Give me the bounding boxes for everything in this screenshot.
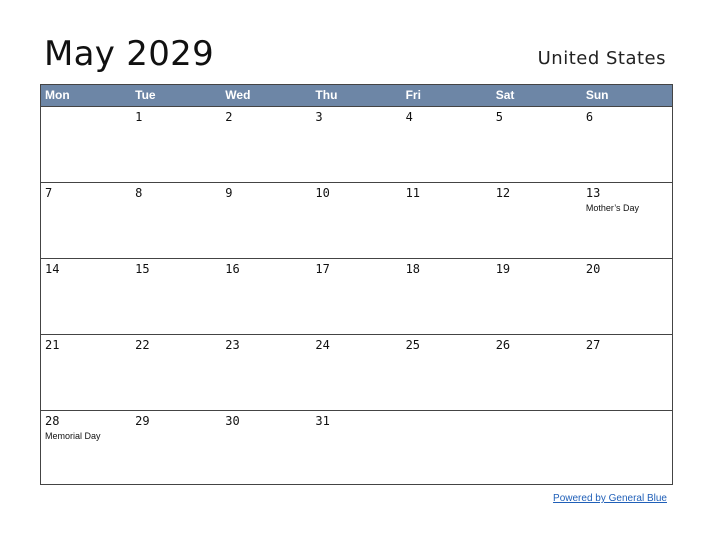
day-number: 27 [585, 338, 601, 352]
day-cell: 26 [492, 335, 582, 410]
day-cell [492, 411, 582, 486]
day-cell: 12 [492, 183, 582, 258]
day-number: 31 [315, 414, 330, 428]
day-cell: 9 [221, 183, 311, 258]
weekday-mon: Mon [45, 88, 70, 102]
day-cell: 23 [221, 335, 311, 410]
country-label: United States [537, 48, 666, 69]
day-cell: 17 [311, 259, 401, 334]
day-number: 1 [135, 110, 143, 124]
day-number: 18 [405, 262, 421, 276]
day-number: 23 [225, 338, 240, 352]
day-cell: 27 [582, 335, 672, 410]
day-number: 9 [225, 186, 233, 200]
day-number: 3 [315, 110, 323, 124]
weekday-tue: Tue [135, 88, 156, 102]
day-cell: 4 [402, 107, 492, 182]
weekday-sat: Sat [495, 88, 515, 102]
day-number: 19 [495, 262, 511, 276]
day-number: 21 [45, 338, 60, 352]
day-cell: 18 [402, 259, 492, 334]
weekday-header-row: Mon Tue Wed Thu Fri Sat Sun [41, 85, 672, 107]
day-cell: 11 [402, 183, 492, 258]
day-cell [582, 411, 672, 486]
day-number: 6 [585, 110, 594, 124]
day-cell: 1 [131, 107, 221, 182]
day-cell: 22 [131, 335, 221, 410]
day-cell: 19 [492, 259, 582, 334]
day-number: 17 [315, 262, 330, 276]
day-cell: 3 [311, 107, 401, 182]
weekday-wed: Wed [225, 88, 251, 102]
day-number: 10 [315, 186, 330, 200]
day-number: 14 [45, 262, 60, 276]
weekday-sun: Sun [585, 88, 609, 102]
day-number: 2 [225, 110, 233, 124]
day-cell: 14 [41, 259, 131, 334]
day-cell: 28 Memorial Day [41, 411, 131, 486]
day-number: 30 [225, 414, 240, 428]
week-row: 14 15 16 17 18 19 20 [41, 259, 672, 335]
day-number: 12 [495, 186, 511, 200]
holiday-label: Mother’s Day [585, 203, 640, 213]
day-cell: 8 [131, 183, 221, 258]
day-number: 16 [225, 262, 240, 276]
day-cell [402, 411, 492, 486]
day-cell: 30 [221, 411, 311, 486]
weekday-thu: Thu [315, 88, 338, 102]
week-row: 21 22 23 24 25 26 27 [41, 335, 672, 411]
day-cell: 25 [402, 335, 492, 410]
powered-by-link[interactable]: Powered by General Blue [553, 493, 667, 504]
weekday-fri: Fri [405, 88, 421, 102]
day-number: 4 [405, 110, 413, 124]
holiday-label: Memorial Day [45, 431, 101, 441]
day-cell: 7 [41, 183, 131, 258]
week-row: 7 8 9 10 11 12 13 Mother’s Day [41, 183, 672, 259]
day-number: 11 [405, 186, 421, 200]
weeks-container: 1 2 3 4 5 6 7 8 9 10 11 12 13 Mother’s Day 14 15 16 17 18 1… [41, 107, 672, 486]
day-number: 25 [405, 338, 421, 352]
day-number: 8 [135, 186, 143, 200]
day-cell: 29 [131, 411, 221, 486]
day-cell: 10 [311, 183, 401, 258]
page-title: May 2029 [44, 34, 215, 74]
day-cell: 16 [221, 259, 311, 334]
day-cell: 24 [311, 335, 401, 410]
day-number: 5 [495, 110, 503, 124]
day-cell: 21 [41, 335, 131, 410]
day-number: 15 [135, 262, 150, 276]
day-number: 20 [585, 262, 601, 276]
day-cell: 31 [311, 411, 401, 486]
day-cell: 5 [492, 107, 582, 182]
day-number: 28 [45, 414, 60, 428]
day-cell [41, 107, 131, 182]
week-row: 28 Memorial Day 29 30 31 [41, 411, 672, 486]
day-number: 26 [495, 338, 511, 352]
day-number: 24 [315, 338, 330, 352]
calendar-grid: Mon Tue Wed Thu Fri Sat Sun 1 2 3 4 5 6 7 8 9 10 1… [40, 84, 673, 485]
day-number: 22 [135, 338, 150, 352]
day-cell: 6 [582, 107, 672, 182]
day-cell: 13 Mother’s Day [582, 183, 672, 258]
day-number: 13 [585, 186, 601, 200]
day-number: 7 [45, 186, 53, 200]
week-row: 1 2 3 4 5 6 [41, 107, 672, 183]
day-cell: 15 [131, 259, 221, 334]
day-cell: 2 [221, 107, 311, 182]
day-number: 29 [135, 414, 150, 428]
day-cell: 20 [582, 259, 672, 334]
